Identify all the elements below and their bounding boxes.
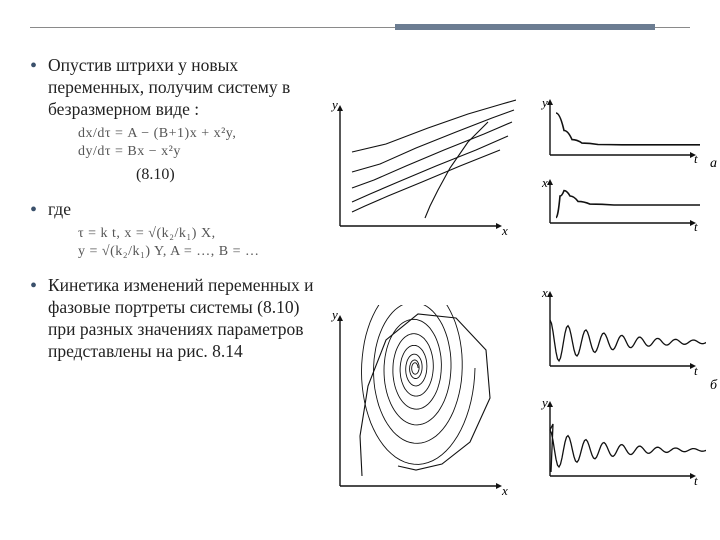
para2-text: где <box>48 199 71 219</box>
panel-b-phase-ylabel: y <box>330 307 338 322</box>
equation-number: (8.10) <box>136 165 320 185</box>
panel-a-phase-ylabel: y <box>330 97 338 112</box>
para3-text: Кинетика изменений переменных и фазовые … <box>48 275 314 361</box>
panel-b-tag: б <box>708 375 720 393</box>
equation-block-2: τ = k t, x = √(k₂/k₁) X, y = √(k₂/k₁) Y,… <box>78 225 320 261</box>
header-rule <box>0 24 720 30</box>
panel-a-yt-ylabel: y <box>540 95 548 110</box>
header-accent-bar <box>395 24 655 30</box>
panel-b-xt-ylabel: x <box>541 285 548 300</box>
panel-b-yt-ylabel: y <box>540 395 548 410</box>
bullet-item-2: где τ = k t, x = √(k₂/k₁) X, y = √(k₂/k₁… <box>30 199 320 261</box>
equation-line-2: dy/dτ = Bx − x²y <box>78 143 320 161</box>
panel-b-yt: y t <box>536 395 706 490</box>
figure-grid: y x y t x t <box>326 95 690 525</box>
panel-a-phase: y x <box>326 95 516 240</box>
panel-b-phase: y x <box>326 305 516 500</box>
panel-a-xt-ylabel: x <box>541 175 548 190</box>
panel-b-xt-svg: x t <box>536 285 706 380</box>
panel-a-yt: y t <box>536 95 706 167</box>
panel-b-phase-svg: y x <box>326 305 516 500</box>
page-body: Опустив штрихи у новых переменных, получ… <box>0 55 720 540</box>
panel-a-tag: а <box>708 153 720 171</box>
bullet-item-1: Опустив штрихи у новых переменных, получ… <box>30 55 320 185</box>
panel-a-xt-xlabel: t <box>694 219 698 234</box>
bullet-list: Опустив штрихи у новых переменных, получ… <box>30 55 320 363</box>
panel-a-tag-text: а <box>710 156 717 171</box>
panel-a-phase-xlabel: x <box>501 223 508 238</box>
panel-b-tag-text: б <box>710 378 718 393</box>
where-line-1: τ = k t, x = √(k₂/k₁) X, <box>78 225 320 243</box>
bullet-item-3: Кинетика изменений переменных и фазовые … <box>30 275 320 363</box>
figure-column: y x y t x t <box>326 55 690 520</box>
panel-b-xt-xlabel: t <box>694 363 698 378</box>
text-column: Опустив штрихи у новых переменных, получ… <box>30 55 326 520</box>
panel-a-xt: x t <box>536 175 706 235</box>
equation-block-1: dx/dτ = A − (B+1)x + x²y, dy/dτ = Bx − x… <box>78 125 320 161</box>
equation-line-1: dx/dτ = A − (B+1)x + x²y, <box>78 125 320 143</box>
where-line-2: y = √(k₂/k₁) Y, A = …, B = … <box>78 243 320 261</box>
para1-text: Опустив штрихи у новых переменных, получ… <box>48 55 290 119</box>
panel-a-yt-svg: y t <box>536 95 706 167</box>
panel-a-phase-svg: y x <box>326 95 516 240</box>
panel-b-yt-svg: y t <box>536 395 706 490</box>
panel-b-phase-xlabel: x <box>501 483 508 498</box>
panel-a-xt-svg: x t <box>536 175 706 235</box>
panel-a-yt-xlabel: t <box>694 151 698 166</box>
panel-b-yt-xlabel: t <box>694 473 698 488</box>
panel-b-xt: x t <box>536 285 706 380</box>
